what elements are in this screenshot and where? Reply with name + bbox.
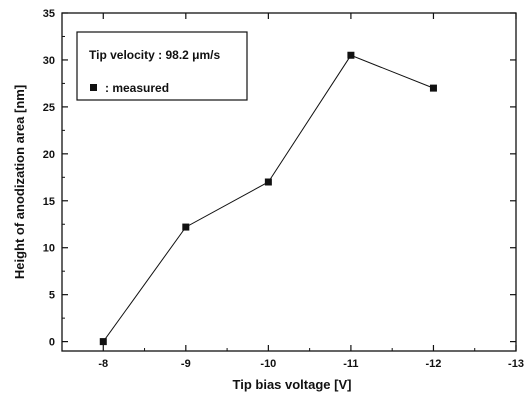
data-point: [99, 338, 107, 346]
data-point: [429, 84, 437, 92]
y-tick-label: 15: [43, 196, 55, 208]
x-tick-label: -9: [181, 358, 191, 370]
legend: Tip velocity : 98.2 μm/s : measured: [76, 31, 248, 101]
y-tick-label: 10: [43, 243, 55, 255]
legend-box: [76, 31, 248, 101]
y-axis: 0 5 10 15 20 25 30 35: [43, 8, 516, 349]
legend-velocity-text: Tip velocity : 98.2 μm/s: [89, 48, 221, 62]
data-point: [264, 178, 272, 186]
legend-marker: [90, 84, 97, 91]
plot-border: [61, 12, 517, 352]
data-point: [182, 223, 190, 231]
series-measured: [99, 51, 437, 346]
x-tick-label: -13: [508, 358, 524, 370]
x-tick-label: -10: [260, 358, 276, 370]
plot-area: [61, 12, 517, 352]
y-tick-label: 5: [49, 290, 55, 302]
y-tick-label: 25: [43, 102, 55, 114]
y-tick-label: 0: [49, 337, 55, 349]
x-tick-label: -12: [426, 358, 442, 370]
y-tick-label: 35: [43, 8, 55, 20]
y-axis-title: Height of anodization area [nm]: [12, 85, 27, 279]
legend-measured-text: : measured: [105, 81, 169, 95]
x-axis-title: Tip bias voltage [V]: [233, 377, 352, 392]
data-point: [347, 51, 355, 59]
x-tick-label: -8: [98, 358, 108, 370]
y-tick-label: 30: [43, 55, 55, 67]
x-axis: -8 -9 -10 -11 -12 -13: [98, 13, 524, 370]
y-tick-label: 20: [43, 149, 55, 161]
x-tick-label: -11: [343, 358, 358, 370]
